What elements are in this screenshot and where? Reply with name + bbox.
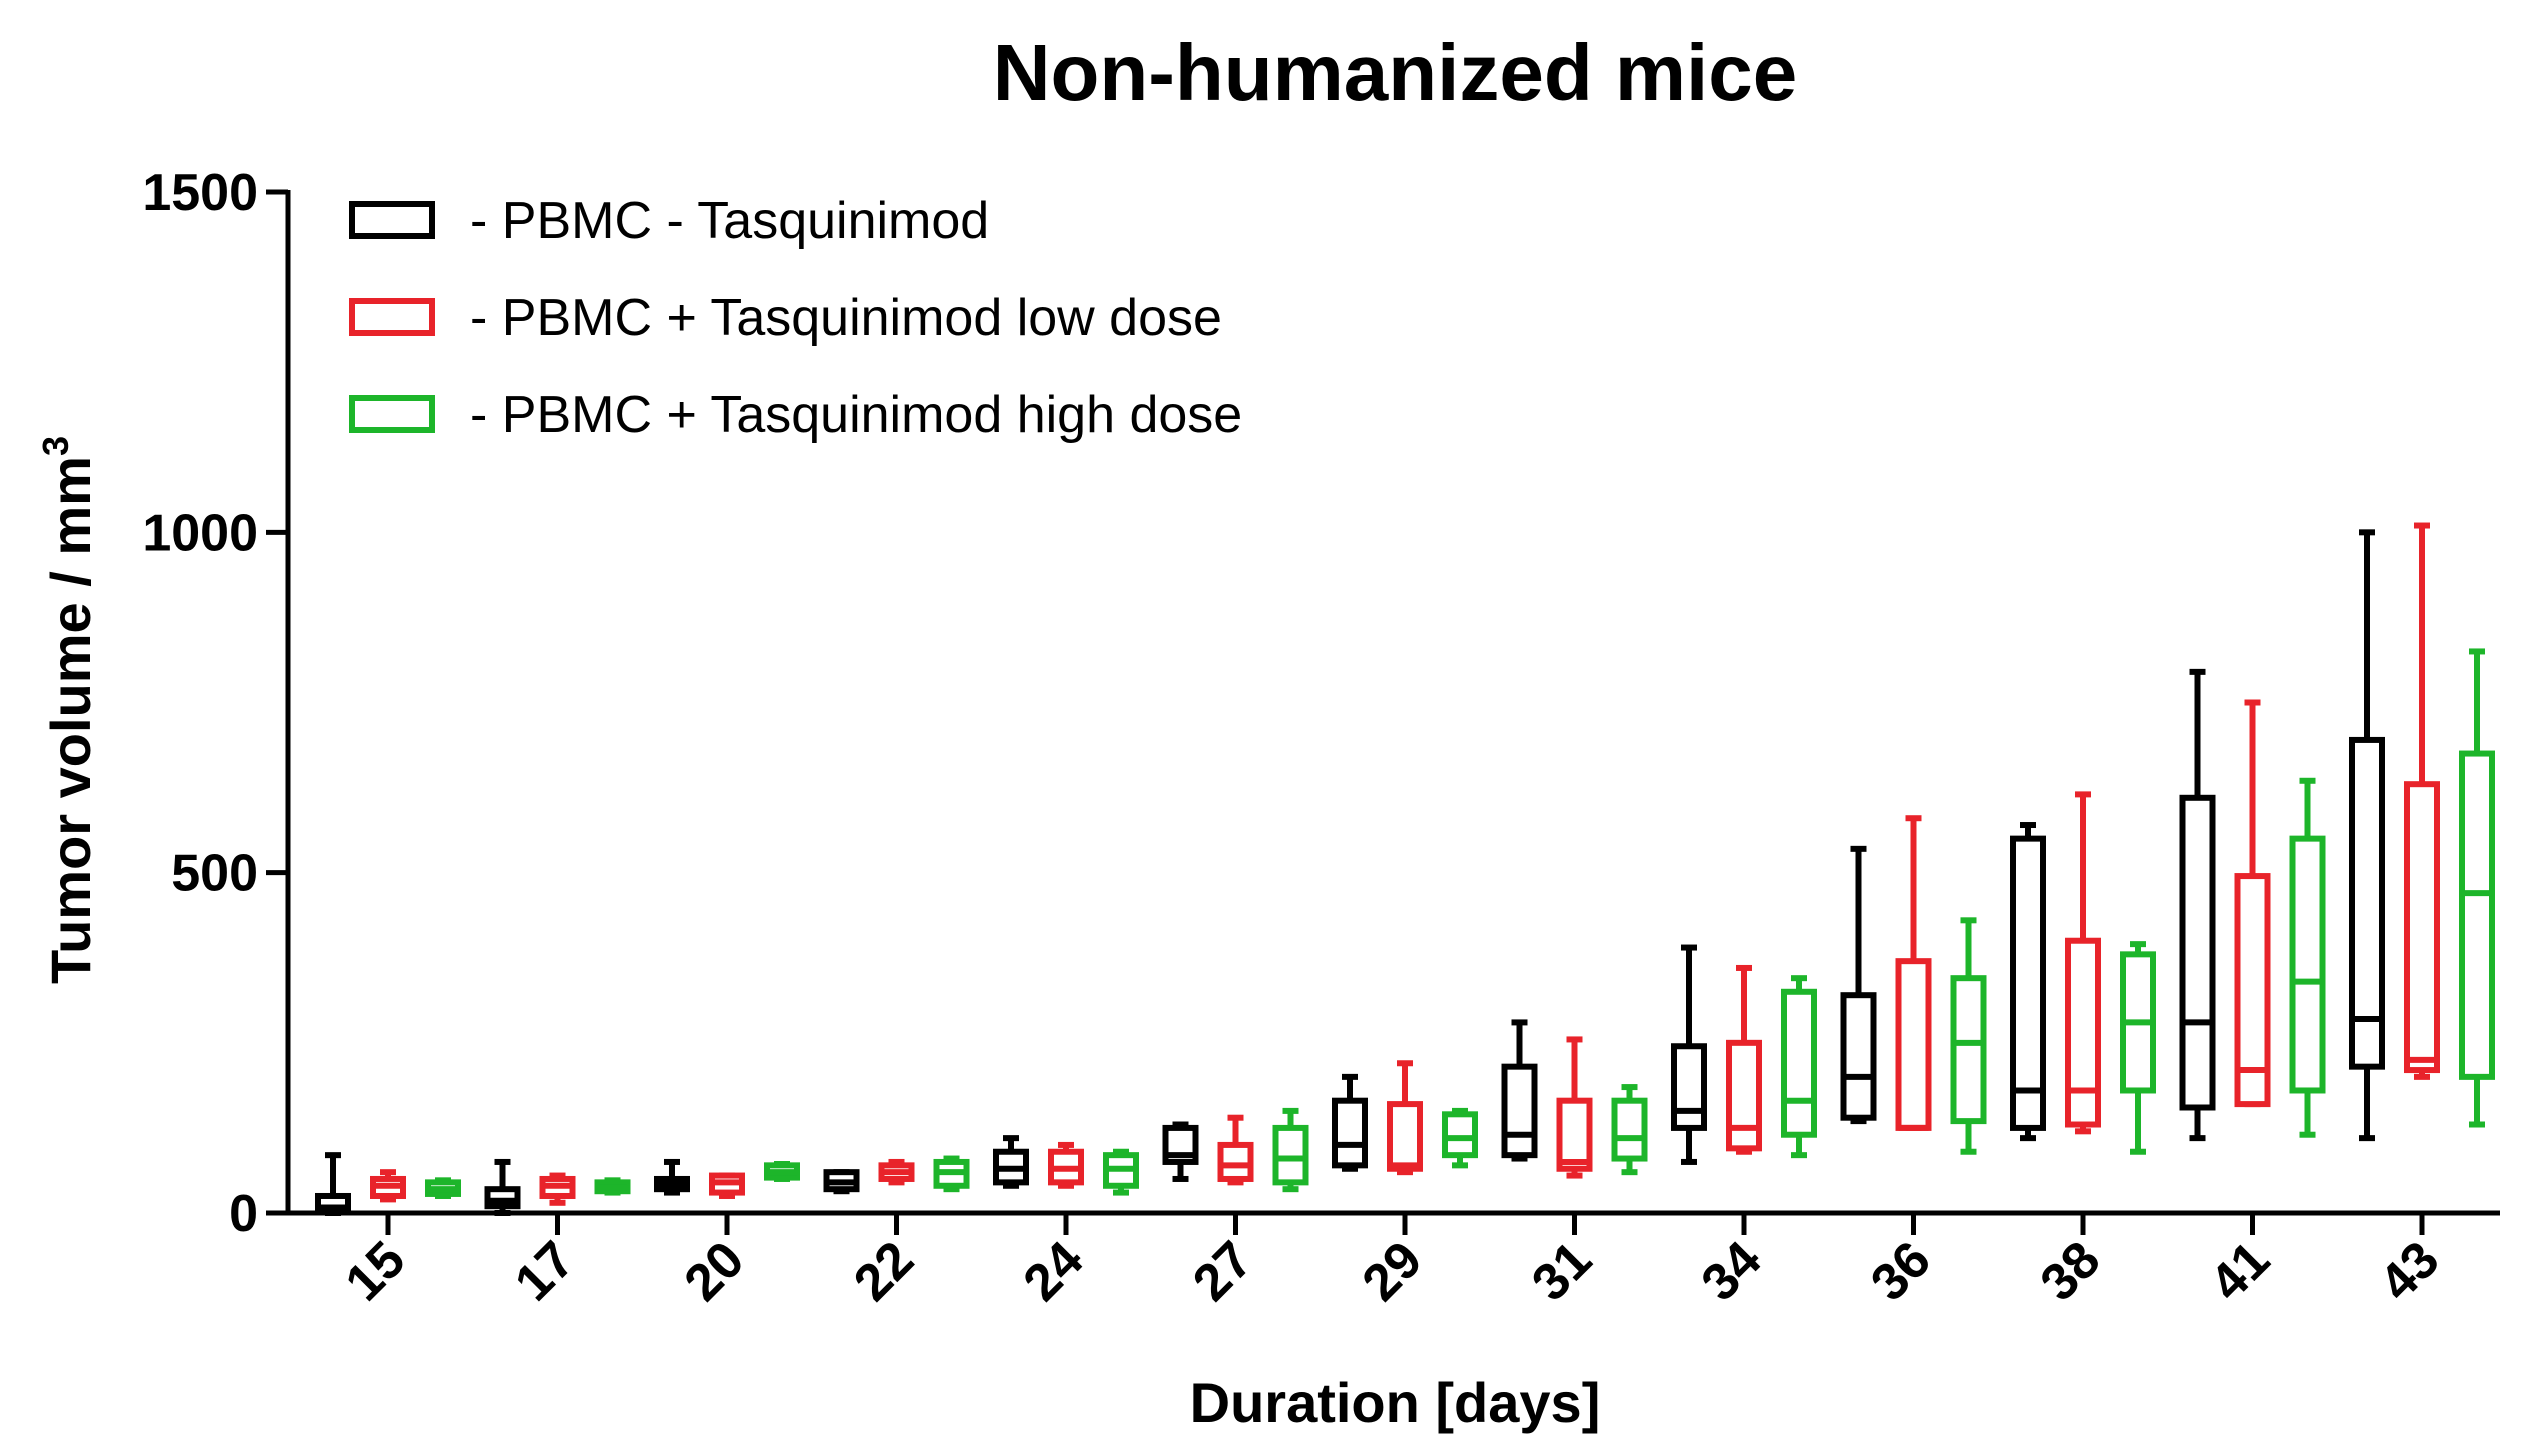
- legend: - PBMC - Tasquinimod - PBMC + Tasquinimod…: [349, 192, 1242, 444]
- box-22-series-1: [823, 1169, 860, 1195]
- legend-swatch: [349, 201, 435, 239]
- box-34-series-2: [1726, 964, 1762, 1155]
- x-tick-label: 34: [1691, 1230, 1773, 1312]
- box-43-series-3: [2459, 648, 2495, 1128]
- box-41-series-1: [2179, 668, 2216, 1142]
- box-rect: [1217, 1141, 1254, 1182]
- legend-swatch: [349, 395, 435, 433]
- legend-label: - PBMC - Tasquinimod: [470, 192, 989, 250]
- axes: [285, 190, 2500, 1216]
- box-rect: [2289, 835, 2326, 1094]
- x-tick-label: 38: [2030, 1230, 2112, 1312]
- legend-item-3: - PBMC + Tasquinimod high dose: [349, 386, 1242, 444]
- box-22-series-2: [878, 1158, 915, 1186]
- box-36-series-1: [1840, 845, 1877, 1125]
- box-15-series-3: [425, 1177, 461, 1199]
- y-tick-label: 0: [229, 1185, 258, 1243]
- legend-item-2: - PBMC + Tasquinimod low dose: [349, 289, 1222, 347]
- box-rect: [1501, 1063, 1538, 1159]
- x-tick-label: 22: [843, 1230, 925, 1312]
- box-29-series-1: [1332, 1073, 1368, 1172]
- y-tick-label: 500: [171, 845, 258, 903]
- box-41-series-2: [2234, 699, 2271, 1108]
- box-20-series-1: [654, 1158, 690, 1196]
- box-rect: [1781, 988, 1817, 1138]
- x-tick-label: 31: [1521, 1230, 1603, 1312]
- box-27-series-1: [1162, 1121, 1199, 1182]
- x-tick-label: 17: [504, 1230, 586, 1312]
- box-rect: [1442, 1111, 1478, 1159]
- box-17-series-1: [484, 1158, 521, 1216]
- x-tick-label: 43: [2369, 1230, 2451, 1312]
- box-24-series-1: [993, 1135, 1029, 1189]
- box-20-series-2: [709, 1172, 745, 1199]
- box-36-series-2: [1895, 815, 1932, 1131]
- box-rect: [1272, 1124, 1309, 1186]
- legend-label: - PBMC + Tasquinimod low dose: [470, 289, 1222, 347]
- x-tick-label: 15: [335, 1230, 417, 1312]
- box-24-series-2: [1048, 1141, 1084, 1189]
- box-31-series-2: [1556, 1036, 1593, 1179]
- y-ticks: 0 500 1000 1500: [142, 164, 288, 1243]
- box-rect: [2234, 873, 2271, 1108]
- box-rect: [1332, 1097, 1368, 1169]
- box-27-series-3: [1272, 1107, 1309, 1193]
- box-rect: [1556, 1097, 1593, 1172]
- box-34-series-3: [1781, 975, 1817, 1159]
- box-17-series-2: [539, 1172, 576, 1206]
- x-tick-label: 41: [2199, 1230, 2281, 1312]
- x-tick-label: 27: [1182, 1230, 1264, 1312]
- box-27-series-2: [1217, 1114, 1254, 1186]
- box-29-series-3: [1442, 1107, 1478, 1169]
- box-22-series-3: [933, 1155, 970, 1193]
- box-rect: [2179, 794, 2216, 1111]
- box-rect: [2010, 835, 2046, 1131]
- box-17-series-3: [594, 1177, 631, 1196]
- box-rect: [1840, 992, 1877, 1121]
- y-axis-title-main: Tumor volume / mm: [39, 456, 102, 984]
- x-tick-label: 20: [674, 1230, 756, 1312]
- box-rect: [2404, 781, 2440, 1074]
- box-rect: [1387, 1101, 1423, 1172]
- box-rect: [1950, 975, 1987, 1125]
- boxes: [315, 522, 2495, 1216]
- x-axis-title: Duration [days]: [1190, 1371, 1601, 1434]
- box-29-series-2: [1387, 1060, 1423, 1176]
- box-rect: [1611, 1097, 1648, 1162]
- y-axis-title: Tumor volume / mm3: [35, 436, 102, 984]
- y-tick-label: 1000: [142, 504, 258, 562]
- box-43-series-1: [2349, 529, 2385, 1142]
- box-31-series-3: [1611, 1084, 1648, 1176]
- y-tick-label: 1500: [142, 164, 258, 222]
- box-38-series-1: [2010, 822, 2046, 1142]
- x-tick-label: 36: [1860, 1230, 1942, 1312]
- chart-title: Non-humanized mice: [993, 28, 1798, 117]
- box-rect: [2349, 736, 2385, 1070]
- legend-label: - PBMC + Tasquinimod high dose: [470, 386, 1242, 444]
- box-24-series-3: [1103, 1148, 1139, 1196]
- box-rect: [1895, 958, 1932, 1131]
- x-tick-label: 29: [1352, 1230, 1434, 1312]
- box-43-series-2: [2404, 522, 2440, 1080]
- box-31-series-1: [1501, 1019, 1538, 1162]
- box-34-series-1: [1671, 944, 1707, 1165]
- box-15-series-1: [315, 1152, 351, 1216]
- svg-text:Tumor volume / mm3: Tumor volume / mm3: [35, 436, 102, 984]
- legend-item-1: - PBMC - Tasquinimod: [349, 192, 989, 250]
- box-rect: [2459, 750, 2495, 1080]
- y-axis-title-superscript: 3: [35, 436, 76, 456]
- legend-swatch: [349, 298, 435, 336]
- box-15-series-2: [370, 1169, 406, 1203]
- box-rect: [2065, 937, 2101, 1128]
- box-20-series-3: [764, 1160, 800, 1182]
- box-rect: [1671, 1043, 1707, 1131]
- box-41-series-3: [2289, 777, 2326, 1138]
- x-ticks: 15 17 20 22 24 27 29 31 34 36 38 41 43: [335, 1213, 2451, 1312]
- box-38-series-2: [2065, 791, 2101, 1135]
- box-rect: [1726, 1039, 1762, 1152]
- x-tick-label: 24: [1013, 1230, 1095, 1312]
- box-36-series-3: [1950, 917, 1987, 1155]
- box-38-series-3: [2120, 941, 2156, 1155]
